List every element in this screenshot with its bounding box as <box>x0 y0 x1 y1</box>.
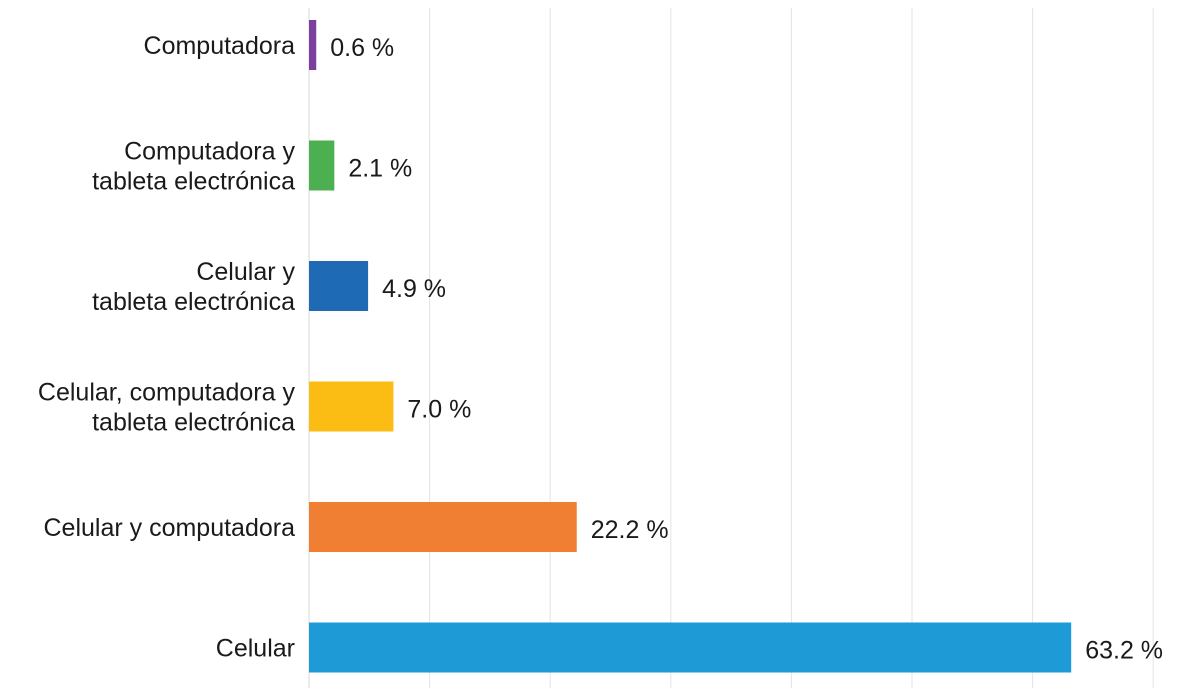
category-label: Computadora <box>144 32 296 60</box>
category-label: Computadora y tableta electrónica <box>92 138 295 196</box>
value-label: 22.2 % <box>591 516 669 544</box>
value-label: 2.1 % <box>348 155 412 183</box>
category-label: Celular, computadora y tableta electrónic… <box>38 379 296 437</box>
gridlines <box>429 8 1154 688</box>
bar <box>309 140 335 191</box>
bar <box>309 261 369 311</box>
category-label: Celular y computadora <box>43 514 295 542</box>
value-label: 7.0 % <box>407 396 471 424</box>
category-label: Celular y tableta electrónica <box>92 258 295 316</box>
value-label: 4.9 % <box>382 275 446 303</box>
value-label: 0.6 % <box>330 34 394 62</box>
bar <box>309 622 1072 673</box>
bar <box>309 502 577 552</box>
value-label: 63.2 % <box>1085 637 1163 665</box>
bar <box>309 381 394 432</box>
category-label: Celular <box>216 635 295 663</box>
bar <box>309 20 317 70</box>
category-labels: Computadora Computadora y tableta electrón… <box>38 32 296 663</box>
bars <box>309 20 1072 673</box>
value-labels: 0.6 % 2.1 % 4.9 % 7.0 % 22.2 % 63.2 % <box>330 34 1163 665</box>
